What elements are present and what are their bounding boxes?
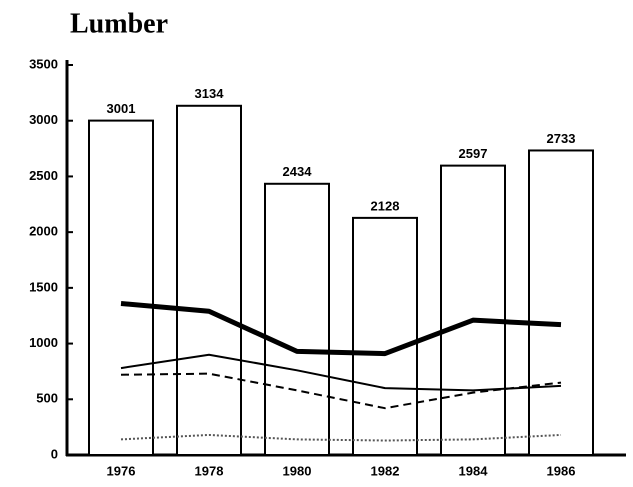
bar bbox=[88, 119, 154, 457]
bar bbox=[440, 164, 506, 456]
data-label: 2597 bbox=[459, 146, 488, 161]
line bbox=[120, 372, 562, 410]
line bbox=[120, 433, 562, 442]
y-tick-label: 2500 bbox=[29, 168, 58, 183]
y-tick-label: 500 bbox=[36, 391, 58, 406]
y-tick-label: 1500 bbox=[29, 279, 58, 294]
y-tick-label: 1000 bbox=[29, 335, 58, 350]
chart-title: Lumber bbox=[70, 8, 168, 39]
x-tick-label: 1982 bbox=[371, 463, 400, 478]
x-tick-label: 1976 bbox=[107, 463, 136, 478]
bar bbox=[176, 104, 242, 456]
bar bbox=[528, 149, 594, 456]
y-tick-label: 0 bbox=[51, 446, 58, 461]
data-label: 2434 bbox=[283, 164, 313, 179]
y-tick-label: 3500 bbox=[29, 56, 58, 71]
bar bbox=[264, 182, 330, 456]
line bbox=[120, 353, 562, 392]
y-tick-label: 2000 bbox=[29, 224, 58, 239]
x-tick-label: 1986 bbox=[547, 463, 576, 478]
data-label: 2128 bbox=[371, 198, 400, 213]
bar bbox=[352, 216, 418, 456]
x-tick-label: 1978 bbox=[195, 463, 224, 478]
x-tick-label: 1980 bbox=[283, 463, 312, 478]
y-tick-label: 3000 bbox=[29, 112, 58, 127]
data-label: 2733 bbox=[547, 131, 576, 146]
x-tick-label: 1984 bbox=[459, 463, 489, 478]
data-label: 3134 bbox=[195, 86, 225, 101]
line bbox=[120, 300, 562, 357]
data-label: 3001 bbox=[107, 101, 136, 116]
